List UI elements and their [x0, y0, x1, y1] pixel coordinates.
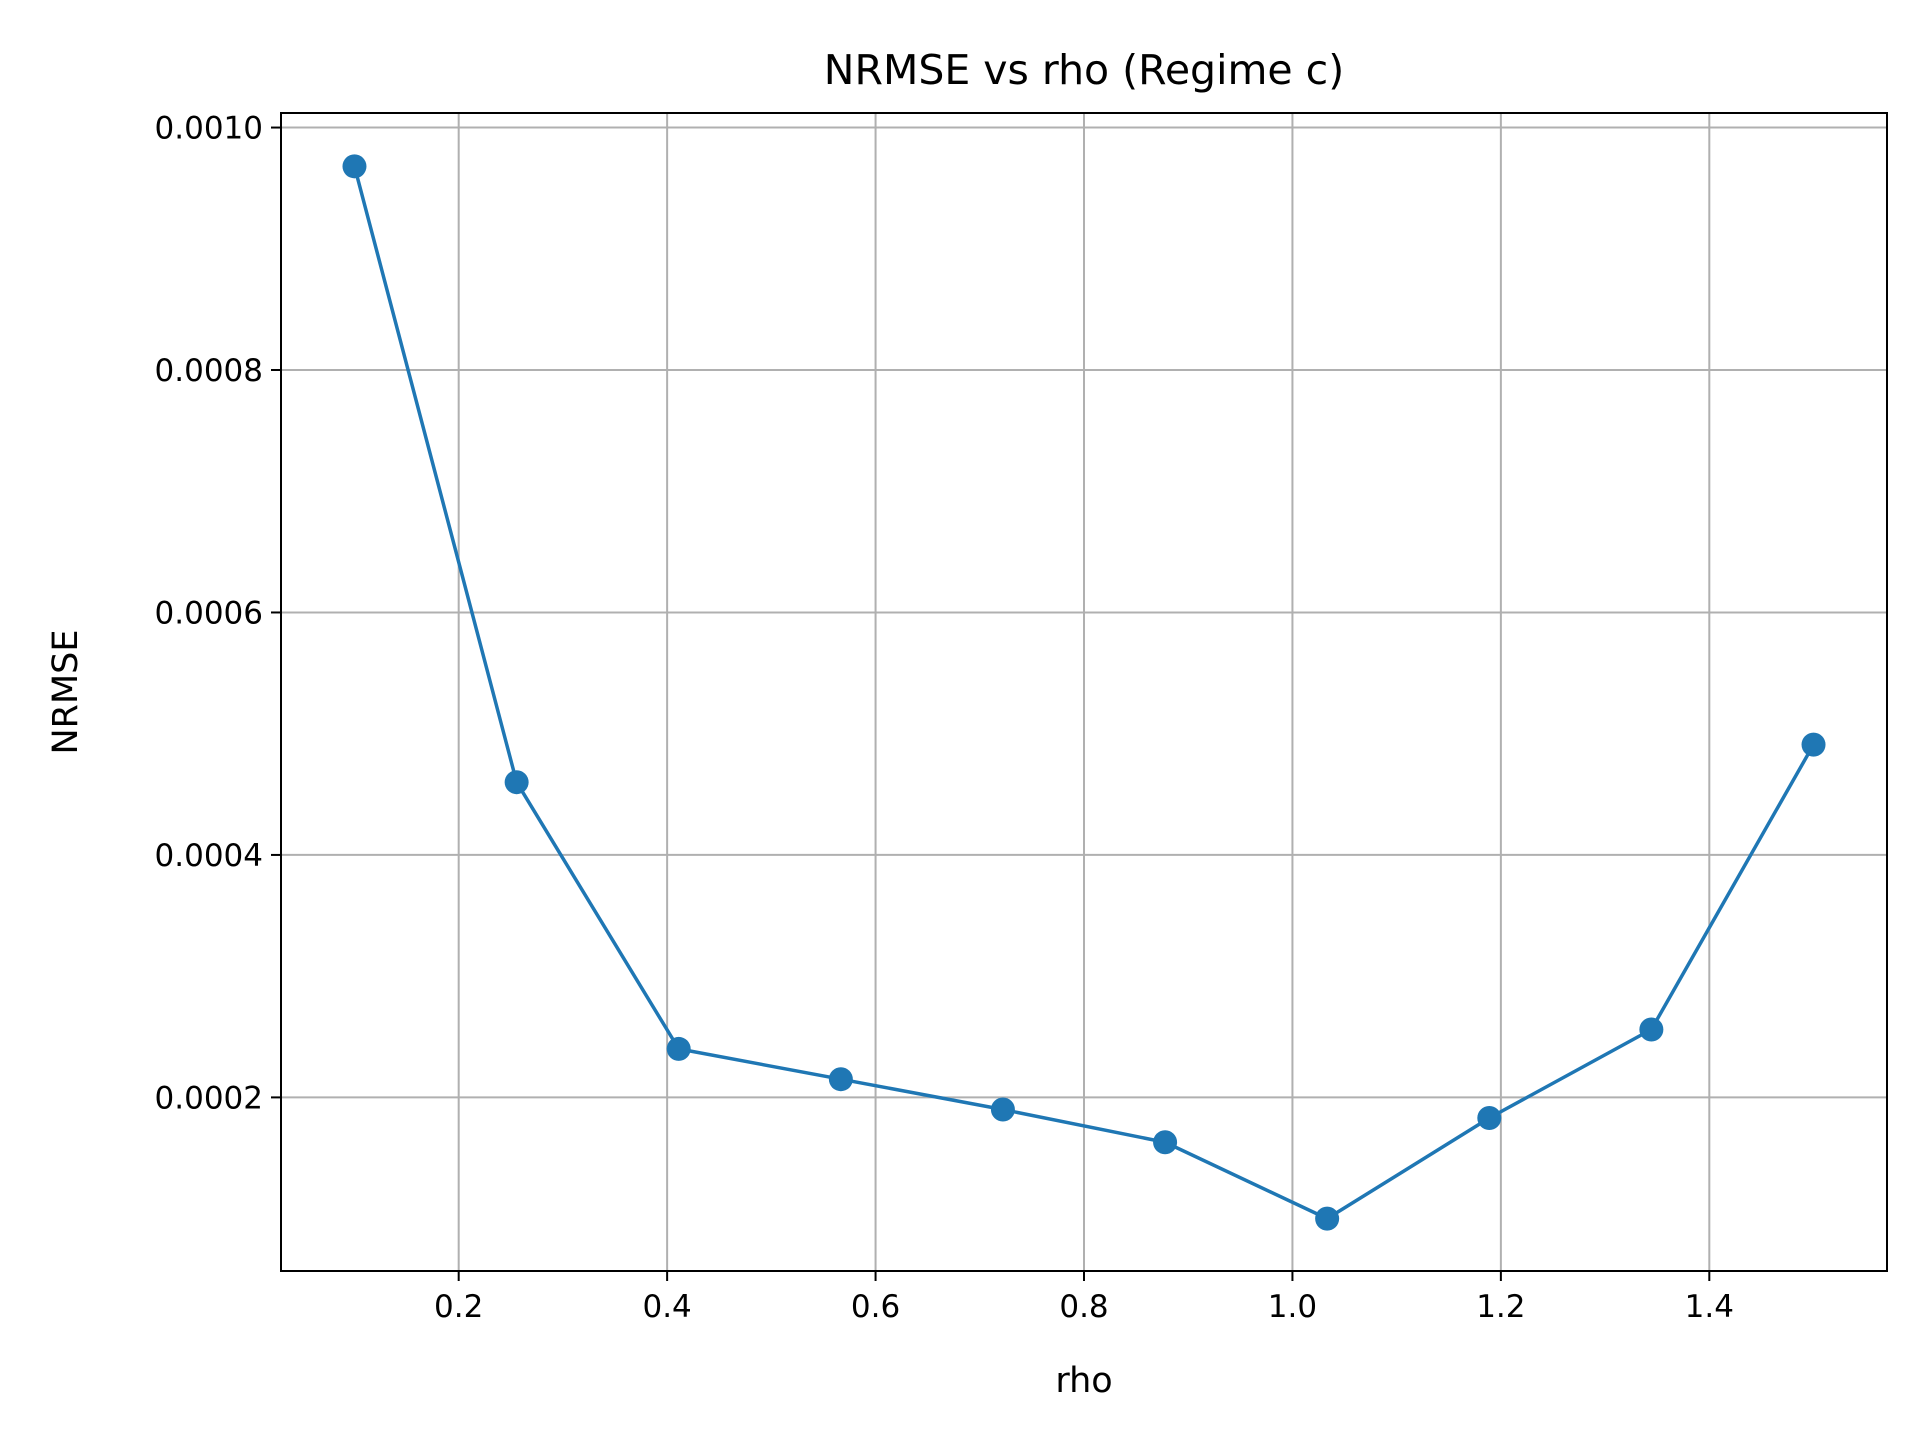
x-tick-label: 1.2	[1476, 1289, 1525, 1325]
x-tick-label: 0.8	[1059, 1289, 1108, 1325]
x-tick-label: 1.4	[1685, 1289, 1734, 1325]
data-point	[666, 1036, 691, 1061]
y-tick-label: 0.0004	[155, 838, 263, 874]
x-tick-label: 0.4	[642, 1289, 691, 1325]
data-point	[1801, 732, 1826, 757]
data-point	[342, 154, 367, 179]
y-tick-label: 0.0010	[155, 111, 263, 147]
ticks: 0.2 0.4 0.6 0.8 1.0 1.2 1.4 0.0002 0.0004 0.0006 0…	[155, 111, 1734, 1325]
x-tick-label: 1.0	[1268, 1289, 1317, 1325]
data-point	[504, 770, 529, 795]
y-axis-label: NRMSE	[46, 629, 86, 754]
chart-title: NRMSE vs rho (Regime c)	[824, 46, 1344, 94]
data-point	[1153, 1130, 1178, 1155]
x-tick-label: 0.6	[851, 1289, 900, 1325]
grid	[281, 113, 1887, 1271]
data-point	[828, 1067, 853, 1092]
x-axis-label: rho	[1055, 1361, 1112, 1401]
x-tick-label: 0.2	[434, 1289, 483, 1325]
series-layer	[342, 154, 1826, 1231]
data-point	[1315, 1206, 1340, 1231]
y-tick-label: 0.0008	[155, 353, 263, 389]
data-point	[1639, 1017, 1664, 1042]
data-point	[990, 1097, 1015, 1122]
y-tick-label: 0.0006	[155, 595, 263, 631]
y-tick-label: 0.0002	[155, 1080, 263, 1116]
series-line	[352, 165, 1816, 1221]
data-point	[1477, 1106, 1502, 1131]
